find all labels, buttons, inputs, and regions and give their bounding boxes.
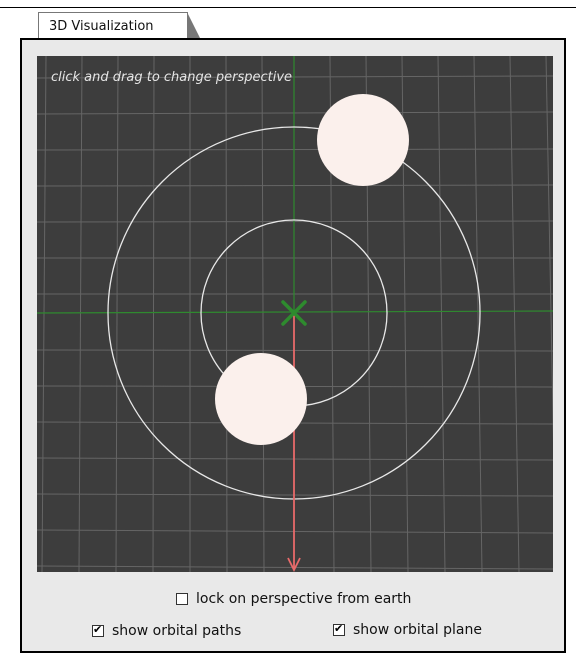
show-orbital-plane-label: show orbital plane <box>353 622 482 638</box>
lock-perspective-checkbox[interactable] <box>176 593 188 605</box>
x-mark-icon <box>281 300 307 326</box>
lock-perspective-option[interactable]: lock on perspective from earth <box>176 591 411 607</box>
direction-arrow <box>287 313 301 572</box>
inner-orbiting-body <box>215 353 307 445</box>
visualization-controls: lock on perspective from earth show orbi… <box>0 586 576 646</box>
window-frame <box>0 0 576 8</box>
outer-orbiting-body <box>317 94 409 186</box>
tab-label: 3D Visualization <box>49 19 154 34</box>
perspective-hint: click and drag to change perspective <box>51 70 293 85</box>
show-orbital-plane-checkbox[interactable] <box>333 622 345 636</box>
lock-perspective-label: lock on perspective from earth <box>196 591 412 607</box>
3d-viewport[interactable]: click and drag to change perspective <box>37 56 553 572</box>
show-orbital-paths-label: show orbital paths <box>112 623 242 639</box>
tab-3d-visualization[interactable]: 3D Visualization <box>38 12 201 40</box>
show-orbital-plane-option[interactable]: show orbital plane <box>333 622 482 638</box>
scene-canvas[interactable] <box>37 56 553 572</box>
show-orbital-paths-checkbox[interactable] <box>92 623 104 637</box>
show-orbital-paths-option[interactable]: show orbital paths <box>92 623 241 639</box>
